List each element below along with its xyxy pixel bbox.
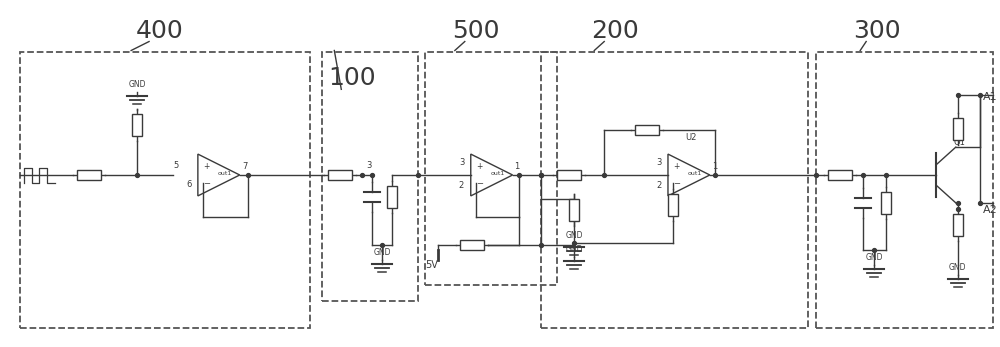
Bar [953, 214, 963, 236]
Bar [668, 194, 678, 216]
Text: GND: GND [566, 231, 583, 240]
Bar [460, 240, 484, 250]
Text: 300: 300 [853, 18, 901, 43]
Text: GND: GND [128, 81, 146, 89]
Text: 2: 2 [459, 181, 464, 191]
Bar [828, 170, 852, 180]
Text: GND: GND [865, 253, 883, 262]
Text: −: − [476, 179, 483, 188]
Text: 5: 5 [173, 161, 178, 170]
Text: +: + [476, 162, 482, 171]
Text: 1: 1 [712, 162, 717, 171]
Text: +: + [203, 162, 209, 171]
Text: −: − [203, 179, 210, 188]
Text: 1: 1 [515, 162, 520, 171]
Bar [557, 170, 581, 180]
Bar [132, 114, 142, 136]
Text: U2: U2 [685, 133, 696, 142]
Text: 3: 3 [459, 158, 464, 167]
Text: out1: out1 [217, 171, 232, 177]
Text: 7: 7 [243, 162, 248, 171]
Text: 3: 3 [366, 161, 372, 170]
Text: 400: 400 [136, 18, 184, 43]
Text: 2: 2 [656, 181, 661, 191]
Text: GND: GND [373, 248, 391, 257]
Bar [881, 192, 891, 214]
Bar [953, 118, 963, 140]
Text: 3: 3 [656, 158, 661, 167]
Bar [387, 186, 397, 208]
Text: out1: out1 [688, 171, 702, 177]
Text: 5V: 5V [425, 260, 438, 270]
Text: Q1: Q1 [954, 138, 966, 147]
Text: −: − [673, 179, 680, 188]
Text: A2: A2 [983, 205, 997, 215]
Bar [635, 125, 659, 135]
Text: A1: A1 [983, 92, 997, 102]
Bar [328, 170, 352, 180]
Bar [77, 170, 101, 180]
Text: 100: 100 [328, 66, 376, 90]
Text: 500: 500 [452, 18, 499, 43]
Text: 6: 6 [186, 180, 191, 189]
Text: GND: GND [566, 245, 583, 254]
Text: 200: 200 [591, 18, 639, 43]
Text: GND: GND [949, 263, 967, 272]
Bar [569, 199, 579, 221]
Text: +: + [673, 162, 679, 171]
Text: out1: out1 [490, 171, 505, 177]
